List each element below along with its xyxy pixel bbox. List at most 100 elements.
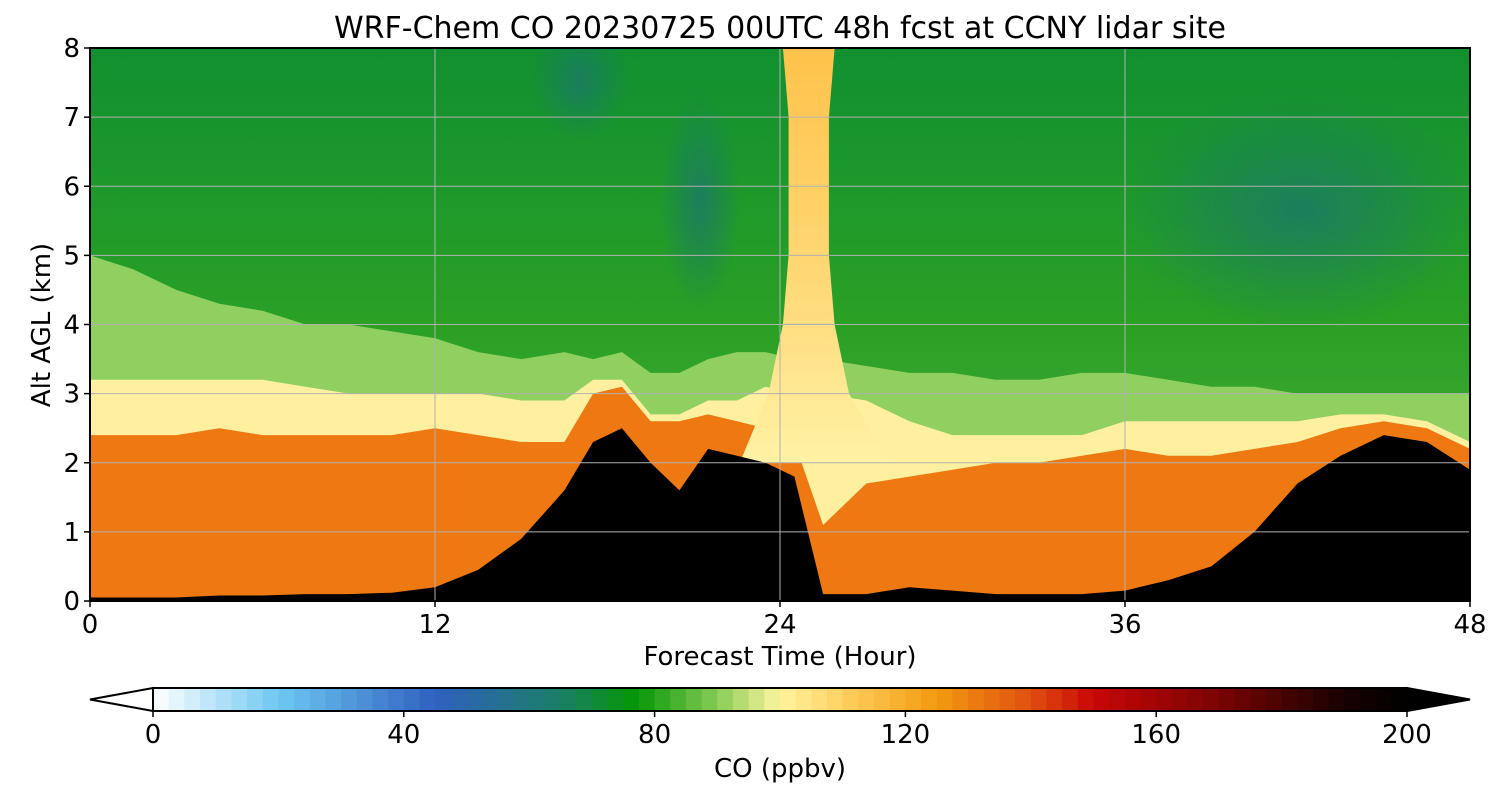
colorbar-swatch [827, 688, 844, 711]
colorbar-swatch [670, 688, 687, 711]
colorbar-swatch [1297, 688, 1314, 711]
y-tick-label: 3 [63, 380, 80, 410]
colorbar-swatch [607, 688, 624, 711]
colorbar-swatch [325, 688, 342, 711]
colorbar-swatch [1030, 688, 1048, 711]
colorbar-swatch [262, 688, 279, 711]
y-tick-label: 6 [63, 172, 80, 202]
colorbar-swatch [889, 688, 906, 711]
colorbar-swatch [1093, 688, 1110, 711]
colorbar-swatch [1391, 688, 1408, 711]
y-tick-label: 4 [63, 311, 80, 341]
colorbar-tick-label: 40 [387, 720, 420, 750]
colorbar-swatch [200, 688, 217, 711]
colorbar-swatch [968, 688, 985, 711]
colorbar-swatch [1124, 688, 1142, 711]
colorbar-swatch [1062, 688, 1079, 711]
x-tick-label: 36 [1108, 610, 1141, 640]
y-tick-label: 2 [63, 449, 80, 479]
colorbar-swatch [450, 688, 468, 711]
colorbar-swatch [780, 688, 797, 711]
colorbar-swatch [1046, 688, 1063, 711]
colorbar-swatch [1218, 688, 1236, 711]
colorbar-swatch [1187, 688, 1204, 711]
colorbar-swatch [811, 688, 828, 711]
colorbar-swatch [153, 688, 170, 711]
colorbar-swatch [638, 688, 656, 711]
plot-area [90, 48, 1470, 601]
colorbar-swatch [1109, 688, 1126, 711]
colorbar-swatch [1140, 688, 1157, 711]
colorbar-swatch [748, 688, 765, 711]
colorbar-swatch [1015, 688, 1032, 711]
colorbar-swatch [247, 688, 264, 711]
y-tick-label: 8 [63, 34, 80, 64]
colorbar-swatch [372, 688, 389, 711]
colorbar-tick-label: 160 [1131, 720, 1181, 750]
colorbar-swatch [215, 688, 232, 711]
x-axis: 0 12 24 36 48 [82, 601, 1487, 640]
colorbar-swatch [983, 688, 1001, 711]
colorbar-swatch [168, 688, 185, 711]
y-tick-label: 0 [63, 587, 80, 617]
colorbar-swatch [1156, 688, 1173, 711]
colorbar-swatch [1344, 688, 1361, 711]
colorbar-swatch [795, 688, 812, 711]
x-tick-label: 12 [418, 610, 451, 640]
low-co-patch [1120, 90, 1470, 330]
colorbar-swatch [560, 688, 577, 711]
colorbar-swatch [717, 688, 734, 711]
colorbar-swatch [654, 688, 671, 711]
colorbar-swatch [184, 688, 201, 711]
colorbar-swatch [1265, 688, 1283, 711]
colorbar-swatch [466, 688, 483, 711]
y-axis-label: Alt AGL (km) [27, 243, 57, 407]
y-tick-label: 7 [63, 103, 80, 133]
x-tick-label: 0 [82, 610, 99, 640]
colorbar-swatch [278, 688, 295, 711]
colorbar-swatch [1203, 688, 1220, 711]
grid-lines [90, 48, 1470, 601]
colorbar-swatch [921, 688, 938, 711]
colorbar-swatch [936, 688, 954, 711]
x-tick-label: 48 [1453, 610, 1486, 640]
colorbar-swatch [1281, 688, 1298, 711]
colorbar-swatch [419, 688, 436, 711]
colorbar-swatch [356, 688, 374, 711]
colorbar-tick-label: 0 [145, 720, 162, 750]
colorbar-swatch [952, 688, 969, 711]
colorbar-tick-label: 80 [638, 720, 671, 750]
colorbar-swatch [482, 688, 499, 711]
low-co-patch [660, 90, 740, 310]
x-axis-label: Forecast Time (Hour) [643, 642, 916, 672]
colorbar-ticks: 0 40 80 120 160 200 [145, 711, 1432, 750]
colorbar-swatch [403, 688, 421, 711]
colorbar-swatch [874, 688, 891, 711]
colorbar-swatch [701, 688, 718, 711]
colorbar-swatch [623, 688, 640, 711]
colorbar-swatch [1234, 688, 1251, 711]
colorbar-swatch [905, 688, 922, 711]
colorbar-swatch [1171, 688, 1189, 711]
colorbar-swatch [341, 688, 358, 711]
colorbar-swatch [1375, 688, 1392, 711]
colorbar-swatch [435, 688, 452, 711]
x-tick-label: 24 [763, 610, 796, 640]
colorbar-swatch [858, 688, 875, 711]
colorbar-swatch [231, 688, 248, 711]
colorbar-swatch [1312, 688, 1330, 711]
colorbar-swatch [529, 688, 546, 711]
colorbar-frame [152, 687, 1408, 712]
colorbar-swatch [1077, 688, 1095, 711]
y-tick-label: 1 [63, 518, 80, 548]
colorbar-label: CO (ppbv) [714, 754, 846, 784]
colorbar-min-extend [89, 686, 154, 713]
colorbar-swatch [294, 688, 311, 711]
colorbar-swatch [1359, 688, 1377, 711]
chart-title: WRF-Chem CO 20230725 00UTC 48h fcst at C… [334, 11, 1226, 46]
colorbar-swatch [388, 688, 405, 711]
colorbar-swatch [685, 688, 703, 711]
colorbar-swatch [1328, 688, 1345, 711]
colorbar-swatch [591, 688, 609, 711]
